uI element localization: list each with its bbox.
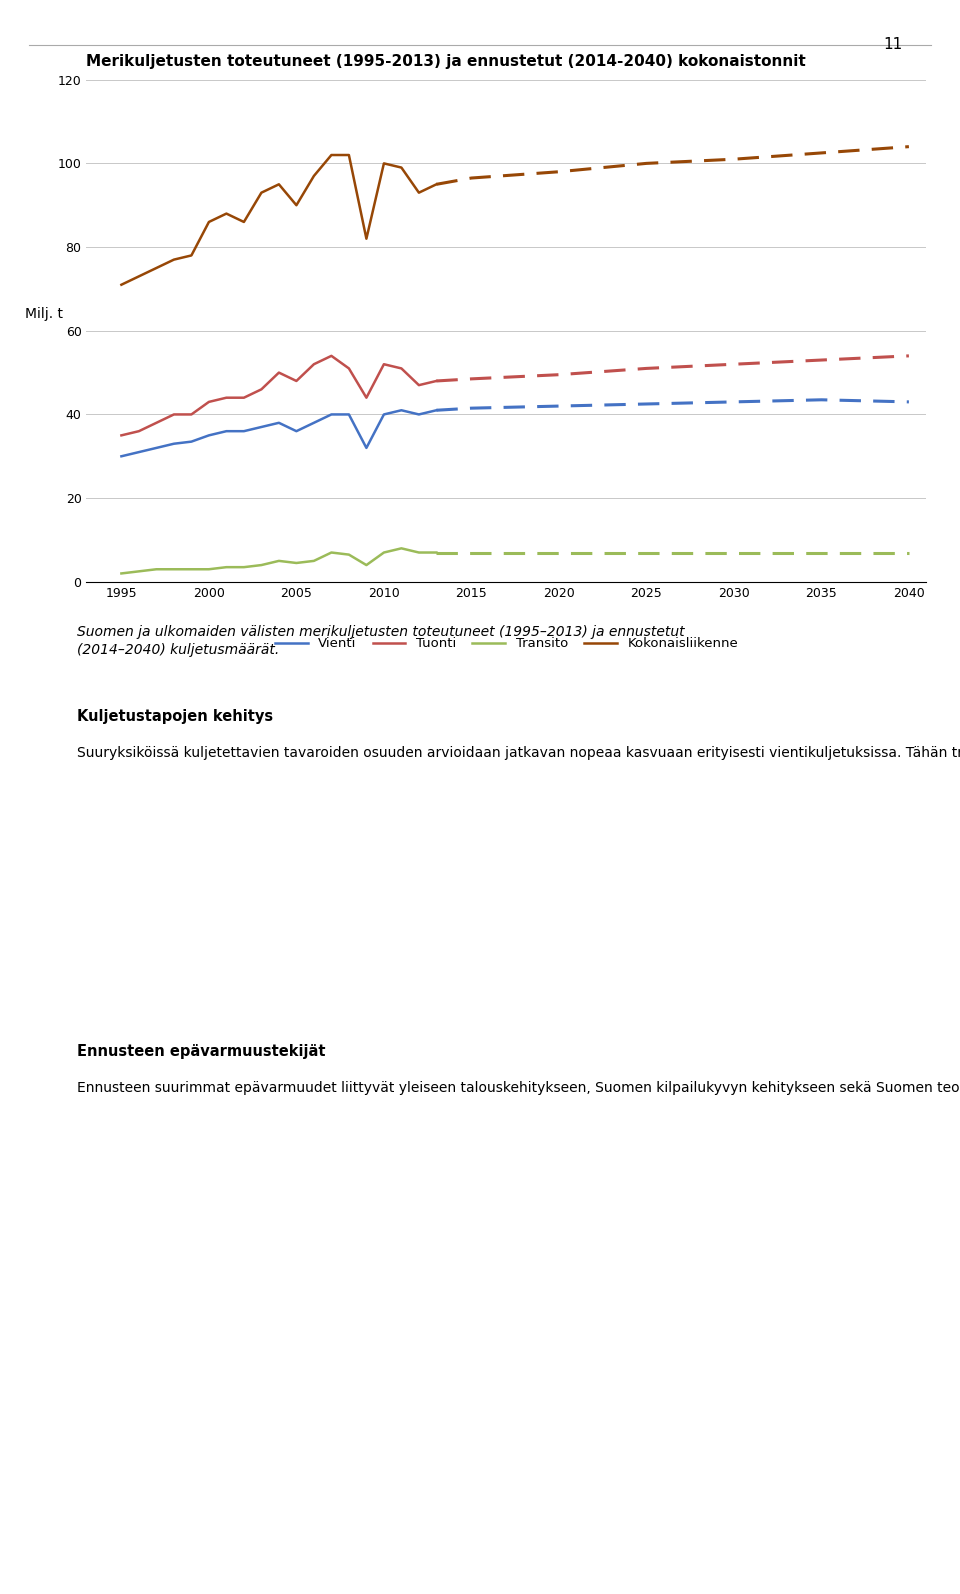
Text: Ennusteen suurimmat epävarmuudet liittyvät yleiseen talouskehitykseen, Suomen ki: Ennusteen suurimmat epävarmuudet liittyv… xyxy=(77,1081,960,1095)
Text: Ennusteen epävarmuustekijät: Ennusteen epävarmuustekijät xyxy=(77,1044,325,1058)
Text: Kuljetustapojen kehitys: Kuljetustapojen kehitys xyxy=(77,709,273,724)
Text: Merikuljetusten toteutuneet (1995-2013) ja ennustetut (2014-2040) kokonaistonnit: Merikuljetusten toteutuneet (1995-2013) … xyxy=(86,54,806,69)
Text: 11: 11 xyxy=(883,37,902,51)
Text: Suomen ja ulkomaiden välisten merikuljetusten toteutuneet (1995–2013) ja ennuste: Suomen ja ulkomaiden välisten merikuljet… xyxy=(77,625,684,657)
Legend: Vienti, Tuonti, Transito, Kokonaisliikenne: Vienti, Tuonti, Transito, Kokonaisliiken… xyxy=(270,631,743,655)
Text: Suuryksiköissä kuljetettavien tavaroiden osuuden arvioidaan jatkavan nopeaa kasv: Suuryksiköissä kuljetettavien tavaroiden… xyxy=(77,746,960,760)
Y-axis label: Milj. t: Milj. t xyxy=(25,306,63,320)
